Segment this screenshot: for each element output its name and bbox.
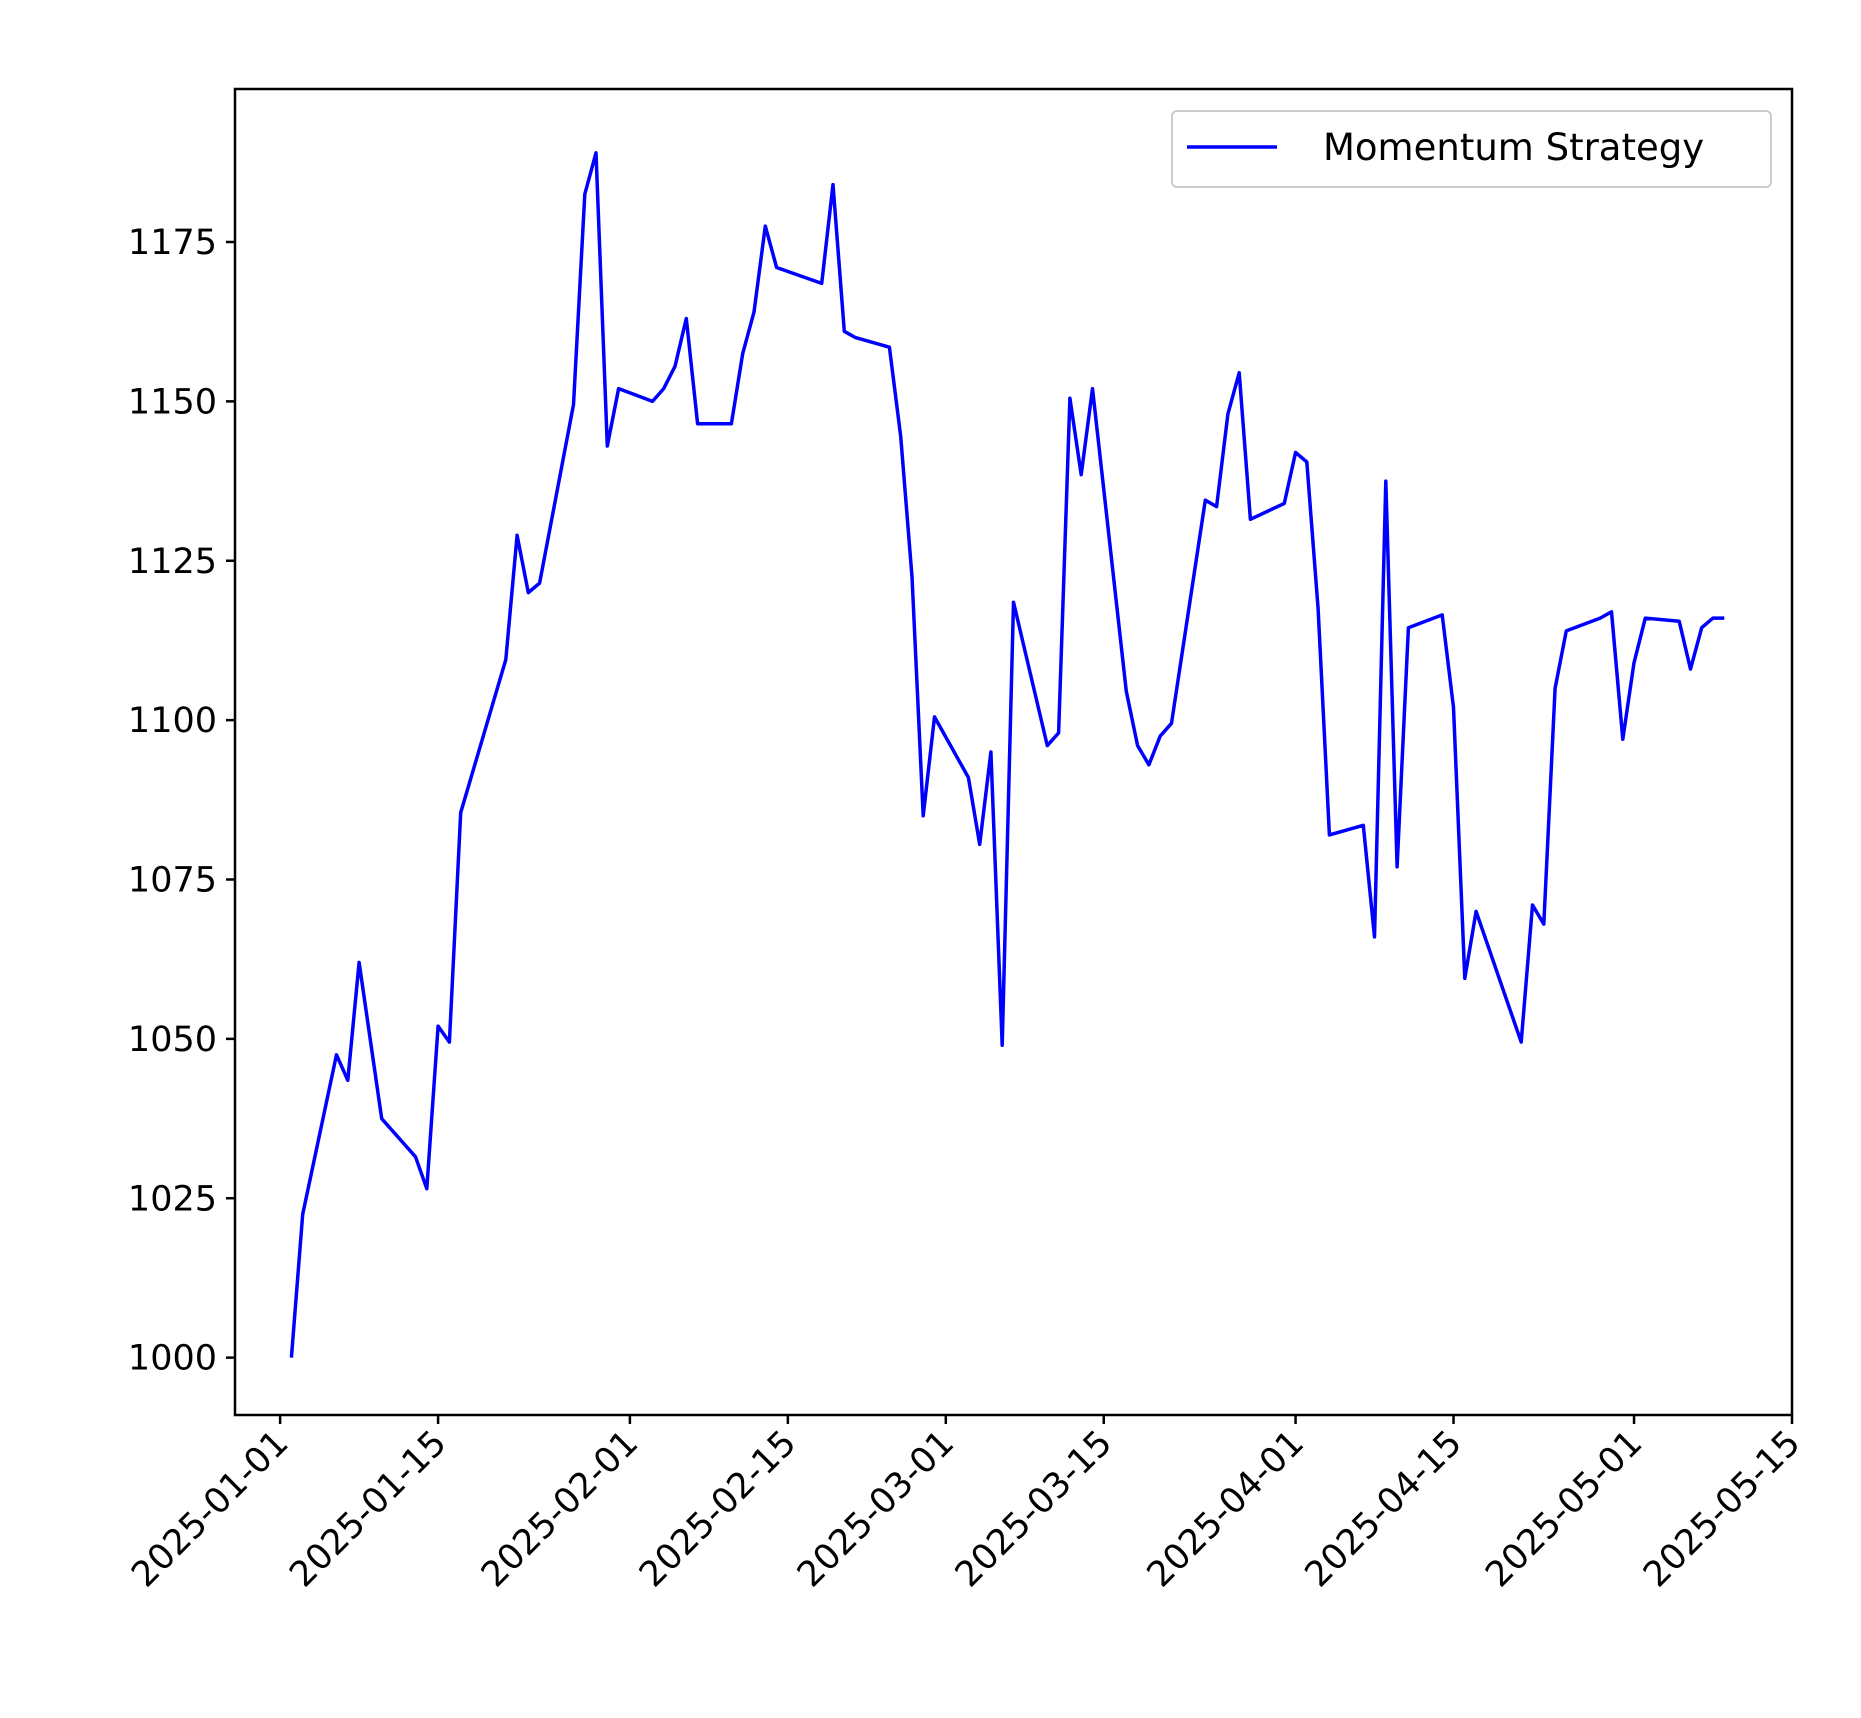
legend-box bbox=[1171, 110, 1772, 188]
legend: Momentum Strategy bbox=[1171, 110, 1772, 188]
y-tick-label: 1100 bbox=[128, 701, 217, 741]
series-line-momentum-strategy bbox=[289, 151, 1725, 1358]
legend-label: Momentum Strategy bbox=[1323, 126, 1704, 169]
plot-frame bbox=[233, 87, 1794, 1417]
y-tick-label: 1075 bbox=[128, 861, 217, 901]
y-tick-label: 1000 bbox=[128, 1339, 217, 1379]
plot-area bbox=[289, 151, 1725, 1358]
y-tick-label: 1175 bbox=[128, 223, 217, 263]
y-tick-label: 1125 bbox=[128, 542, 217, 582]
y-tick-label: 1150 bbox=[128, 382, 217, 422]
y-tick-label: 1050 bbox=[128, 1020, 217, 1060]
y-tick-label: 1025 bbox=[128, 1179, 217, 1219]
